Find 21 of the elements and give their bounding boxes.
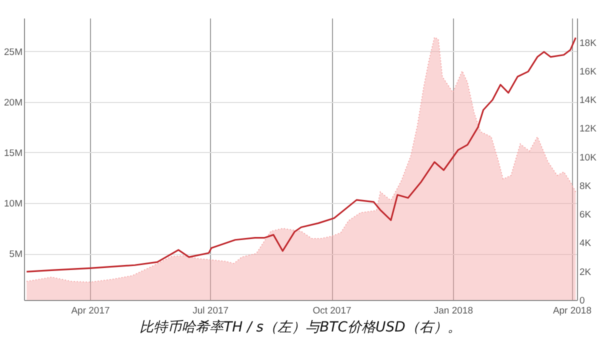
text: 比特币哈希率TH / s（左）与BTC价格USD（右）。 xyxy=(140,320,462,336)
y2-tick-label: 18K xyxy=(580,38,598,49)
y2-tick-label: 2K xyxy=(580,266,592,278)
x-tick-label: Jul 2017 xyxy=(192,306,229,316)
y2-tick-label: 0 xyxy=(580,296,585,306)
y2-tick-label: 4K xyxy=(580,238,592,250)
x-tick-label: Apr 2017 xyxy=(71,306,110,316)
y-tick-label: 15M xyxy=(4,148,23,159)
y-tick-label: 5M xyxy=(9,249,23,260)
y2-tick-label: 8K xyxy=(580,180,592,192)
x-tick-label: Oct 2017 xyxy=(312,306,352,316)
y2-tick-label: 14K xyxy=(580,95,598,106)
y-tick-label: 25M xyxy=(4,46,23,58)
y2-tick-label: 16K xyxy=(580,66,598,78)
y2-tick-label: 12K xyxy=(580,124,598,135)
y2-tick-label: 10K xyxy=(580,152,598,164)
y-tick-label: 20M xyxy=(4,97,23,108)
x-tick-label: Apr 2018 xyxy=(552,306,592,316)
x-tick-label: Jan 2018 xyxy=(434,306,473,316)
y-tick-label: 10M xyxy=(4,198,23,210)
y2-tick-label: 6K xyxy=(580,210,592,221)
